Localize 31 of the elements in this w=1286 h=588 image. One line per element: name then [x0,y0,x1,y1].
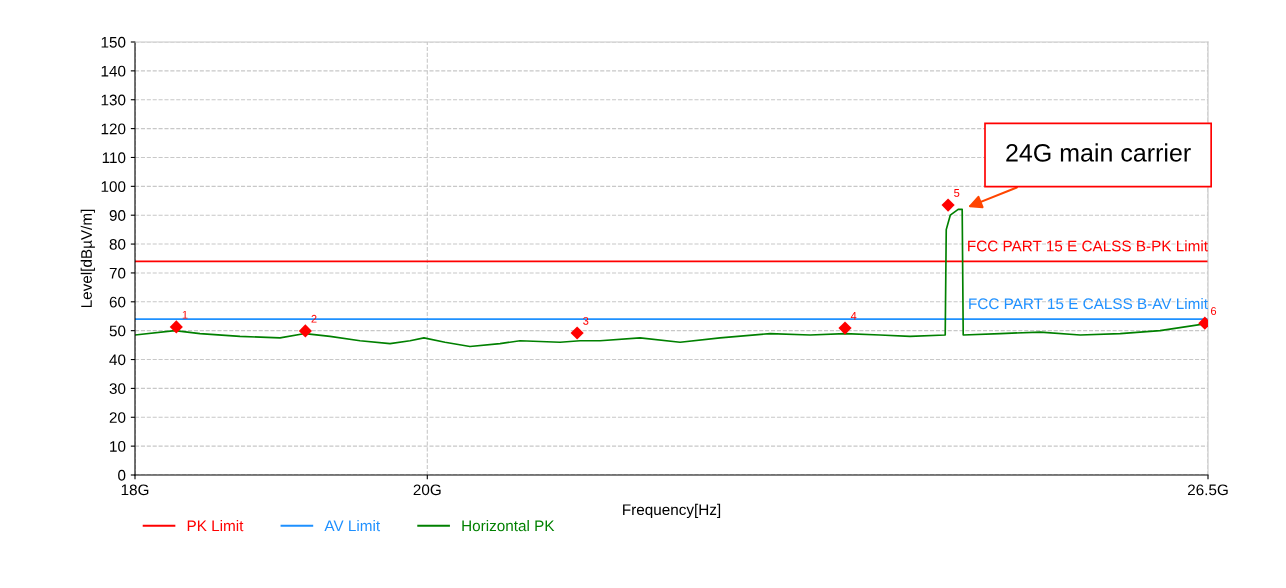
annotation: FCC PART 15 E CALSS B-AV Limit [969,297,1208,310]
y-tick-label: 80 [109,238,126,250]
annotation: 4 [850,312,857,320]
y-tick-label: 140 [101,65,126,77]
annotation: 6 [1210,307,1217,315]
annotation: 24G main carrier [1006,143,1191,162]
y-tick-label: 60 [109,296,126,308]
y-tick-label: 30 [109,383,126,395]
y-tick-label: 150 [101,36,126,48]
annotation: 1 [182,310,188,319]
x-tick-label: 26.5G [1187,484,1228,496]
y-tick-label: 40 [109,354,126,366]
x-tick-label: 20G [413,484,441,496]
y-tick-label: 0 [118,469,126,481]
y-tick-label: 110 [102,152,126,164]
x-tick-label: 18G [121,484,149,496]
y-axis-title: Level[dBµV/m] [80,209,95,308]
legend-label: Horizontal PK [462,520,555,532]
legend-label: AV Limit [324,520,381,532]
y-tick-label: 120 [101,123,126,135]
legend-label: PK Limit [187,520,244,532]
y-tick-label: 50 [109,325,126,337]
y-tick-label: 100 [101,181,126,193]
y-tick-label: 90 [109,210,126,221]
x-axis-title: Frequency[Hz] [623,503,721,519]
y-tick-label: 130 [101,94,126,106]
y-tick-label: 10 [110,441,126,452]
annotation: FCC PART 15 E CALSS B-PK Limit [968,240,1208,252]
y-tick-label: 70 [109,267,126,279]
y-tick-label: 20 [109,412,126,423]
annotation: 5 [954,189,960,197]
